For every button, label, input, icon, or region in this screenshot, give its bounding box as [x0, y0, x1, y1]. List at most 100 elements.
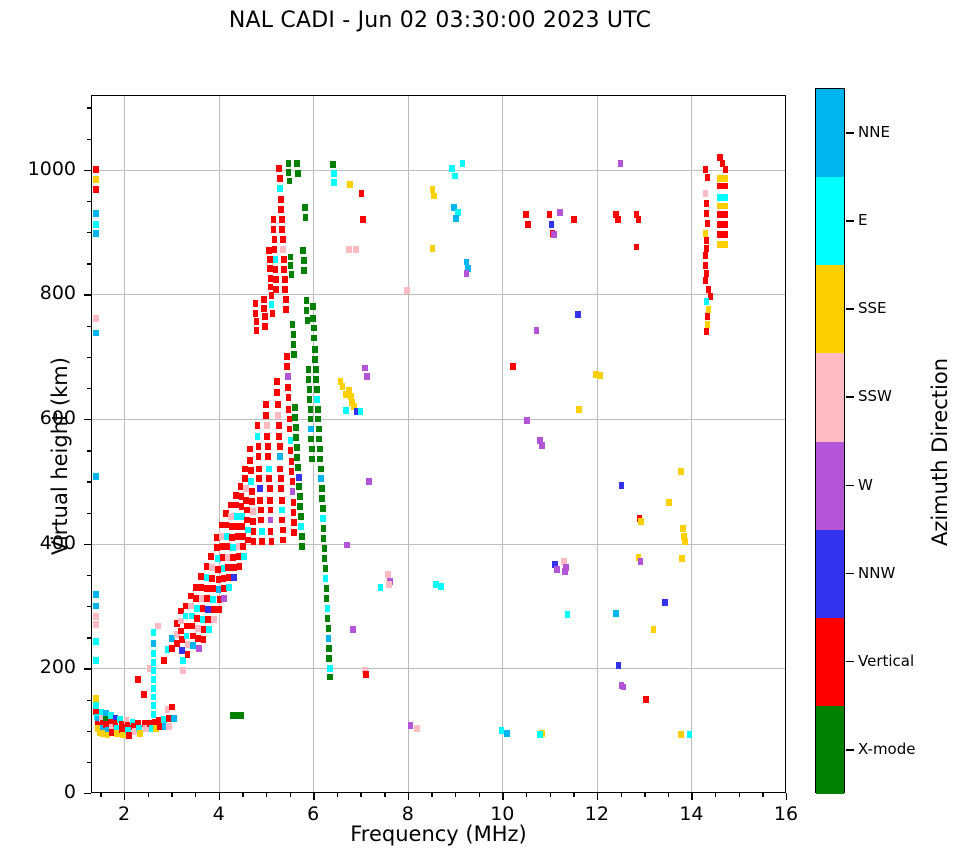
y-tick-label: 1000: [27, 157, 76, 180]
echo-point: [331, 170, 337, 177]
colorbar-tick: [846, 396, 854, 399]
colorbar-tick: [846, 748, 854, 751]
echo-point: [433, 581, 439, 589]
echo-point: [548, 221, 555, 229]
echo-point: [363, 671, 369, 678]
echo-point: [678, 467, 684, 475]
colorbar-tick: [846, 484, 854, 487]
x-tick-label: 4: [212, 803, 225, 825]
echo-point: [104, 726, 111, 734]
echo-point: [195, 635, 201, 642]
colorbar-segment-ssw: [816, 353, 844, 442]
echo-point: [703, 244, 710, 252]
echo-point: [638, 517, 645, 525]
echo-point: [523, 211, 529, 219]
echo-point: [268, 300, 275, 308]
echo-point: [205, 606, 212, 614]
echo-point: [273, 276, 280, 283]
echo-point: [112, 719, 119, 727]
echo-point: [289, 487, 296, 495]
echo-point: [268, 292, 275, 300]
x-tick-minor: [644, 793, 646, 797]
echo-point: [262, 323, 268, 331]
echo-point: [323, 595, 330, 602]
colorbar-segment-nnw: [816, 529, 844, 618]
echo-point: [295, 170, 301, 177]
echo-point: [276, 165, 282, 172]
gridline-horizontal: [91, 294, 786, 296]
echo-point: [300, 257, 307, 265]
echo-point: [264, 421, 270, 429]
x-tick-minor: [171, 793, 173, 797]
echo-point: [243, 496, 249, 504]
echo-point: [704, 320, 711, 328]
echo-point: [209, 563, 215, 571]
echo-point: [291, 350, 298, 358]
colorbar-tick: [846, 132, 854, 134]
echo-point: [316, 455, 323, 463]
echo-point: [702, 229, 709, 237]
echo-point: [224, 532, 230, 540]
echo-point: [112, 714, 119, 722]
echo-point: [593, 370, 599, 378]
echo-point: [228, 512, 234, 520]
echo-point: [288, 467, 295, 475]
echo-point: [238, 492, 245, 500]
echo-point: [147, 664, 153, 672]
echo-point: [722, 193, 729, 201]
echo-point: [239, 512, 246, 520]
echo-point: [109, 729, 116, 736]
echo-point: [453, 214, 459, 222]
x-tick-minor: [147, 793, 150, 797]
y-tick-minor: [87, 574, 91, 577]
y-tick-minor: [87, 699, 91, 701]
echo-point: [183, 622, 190, 630]
echo-point: [198, 583, 205, 591]
echo-point: [199, 605, 206, 612]
echo-point: [130, 722, 137, 730]
echo-point: [313, 365, 319, 373]
echo-point: [637, 557, 644, 565]
echo-point: [174, 640, 180, 647]
x-tick-minor: [360, 793, 362, 797]
echo-point: [253, 327, 260, 334]
echo-point: [218, 521, 225, 529]
axes-frame: [91, 95, 786, 793]
echo-point: [358, 190, 365, 197]
echo-point: [360, 216, 367, 224]
echo-point: [214, 555, 221, 563]
echo-point: [557, 208, 563, 216]
echo-point: [178, 636, 185, 644]
echo-point: [92, 657, 99, 665]
echo-point: [707, 293, 714, 301]
echo-point: [386, 581, 392, 589]
echo-point: [282, 286, 288, 293]
echo-point: [150, 693, 157, 701]
echo-point: [150, 676, 157, 683]
echo-point: [258, 506, 265, 514]
echo-point: [204, 585, 211, 592]
echo-point: [208, 552, 214, 560]
echo-point: [257, 485, 264, 493]
echo-point: [221, 595, 228, 602]
echo-point: [320, 535, 327, 543]
echo-point: [719, 221, 726, 229]
x-tick-minor: [478, 793, 481, 797]
echo-point: [681, 532, 687, 540]
echo-point: [702, 166, 709, 174]
echo-point: [197, 572, 204, 580]
echo-point: [509, 363, 516, 371]
echo-point: [195, 625, 201, 632]
echo-point: [241, 552, 248, 560]
echo-point: [108, 712, 114, 720]
y-tick: [84, 668, 91, 670]
echo-point: [125, 732, 132, 740]
echo-point: [210, 585, 216, 592]
echo-point: [279, 496, 285, 504]
echo-point: [271, 246, 278, 253]
echo-point: [551, 231, 558, 239]
echo-point: [299, 532, 305, 540]
echo-point: [114, 724, 120, 732]
echo-point: [161, 722, 168, 730]
